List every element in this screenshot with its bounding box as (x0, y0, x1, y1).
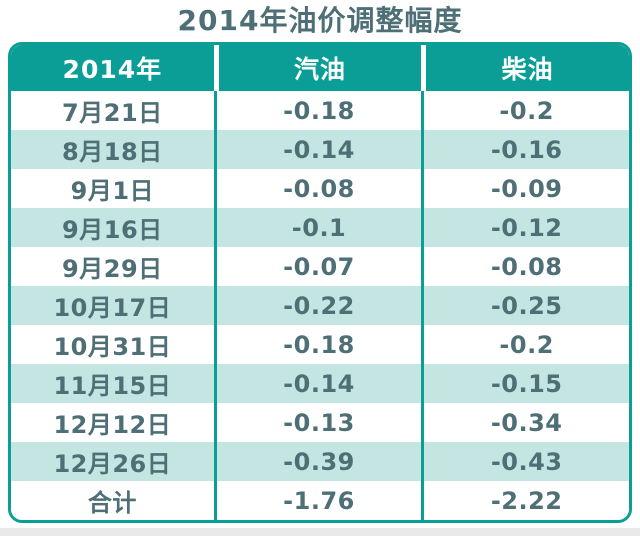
total-row: 合计 -1.76 -2.22 (11, 481, 629, 520)
header-gasoline: 汽油 (213, 45, 422, 91)
gasoline-cell: -0.18 (213, 91, 422, 130)
gasoline-cell: -0.07 (213, 247, 422, 286)
diesel-cell: -0.43 (421, 442, 629, 481)
diesel-cell: -0.15 (421, 364, 629, 403)
date-cell: 7月21日 (62, 99, 163, 127)
total-gasoline-cell: -1.76 (213, 481, 422, 520)
table-row: 9月1日 -0.08 -0.09 (11, 169, 629, 208)
diesel-cell: -0.12 (421, 208, 629, 247)
header-year: 2014年 (11, 45, 214, 91)
diesel-cell: -0.25 (421, 286, 629, 325)
date-cell: 12月26日 (53, 450, 172, 478)
header-diesel: 柴油 (421, 45, 629, 91)
date-cell: 10月17日 (53, 294, 172, 322)
total-diesel-cell: -2.22 (421, 481, 629, 520)
table-body: 7月21日 -0.18 -0.2 8月18日 -0.14 -0.16 9月1日 … (11, 91, 629, 520)
table-row: 12月12日 -0.13 -0.34 (11, 403, 629, 442)
total-label-cell: 合计 (87, 489, 137, 517)
gasoline-cell: -0.18 (213, 325, 422, 364)
date-cell: 9月1日 (70, 177, 155, 205)
table-row: 8月18日 -0.14 -0.16 (11, 130, 629, 169)
date-cell: 11月15日 (53, 372, 172, 400)
table-row: 10月17日 -0.22 -0.25 (11, 286, 629, 325)
page-title: 2014年油价调整幅度 (177, 4, 463, 37)
header-row: 2014年 汽油 柴油 (11, 45, 629, 91)
table-row: 10月31日 -0.18 -0.2 (11, 325, 629, 364)
gasoline-cell: -0.39 (213, 442, 422, 481)
bottom-shadow-strip (0, 528, 640, 536)
table-row: 7月21日 -0.18 -0.2 (11, 91, 629, 130)
diesel-cell: -0.2 (421, 325, 629, 364)
date-cell: 9月16日 (62, 216, 163, 244)
diesel-cell: -0.08 (421, 247, 629, 286)
gasoline-cell: -0.08 (213, 169, 422, 208)
table-header: 2014年 汽油 柴油 (11, 45, 629, 91)
date-cell: 8月18日 (62, 138, 163, 166)
diesel-cell: -0.16 (421, 130, 629, 169)
gasoline-cell: -0.13 (213, 403, 422, 442)
table-row: 12月26日 -0.39 -0.43 (11, 442, 629, 481)
table-row: 11月15日 -0.14 -0.15 (11, 364, 629, 403)
oil-price-adjustment-table: 2014年 汽油 柴油 7月21日 -0.18 -0.2 8月18日 -0.14… (11, 45, 629, 520)
oil-price-table: 2014年 汽油 柴油 7月21日 -0.18 -0.2 8月18日 -0.14… (8, 42, 632, 523)
date-cell: 10月31日 (53, 333, 172, 361)
date-cell: 9月29日 (62, 255, 163, 283)
gasoline-cell: -0.14 (213, 130, 422, 169)
gasoline-cell: -0.1 (213, 208, 422, 247)
gasoline-cell: -0.14 (213, 364, 422, 403)
diesel-cell: -0.09 (421, 169, 629, 208)
diesel-cell: -0.2 (421, 91, 629, 130)
date-cell: 12月12日 (53, 411, 172, 439)
diesel-cell: -0.34 (421, 403, 629, 442)
table-row: 9月29日 -0.07 -0.08 (11, 247, 629, 286)
gasoline-cell: -0.22 (213, 286, 422, 325)
table-row: 9月16日 -0.1 -0.12 (11, 208, 629, 247)
